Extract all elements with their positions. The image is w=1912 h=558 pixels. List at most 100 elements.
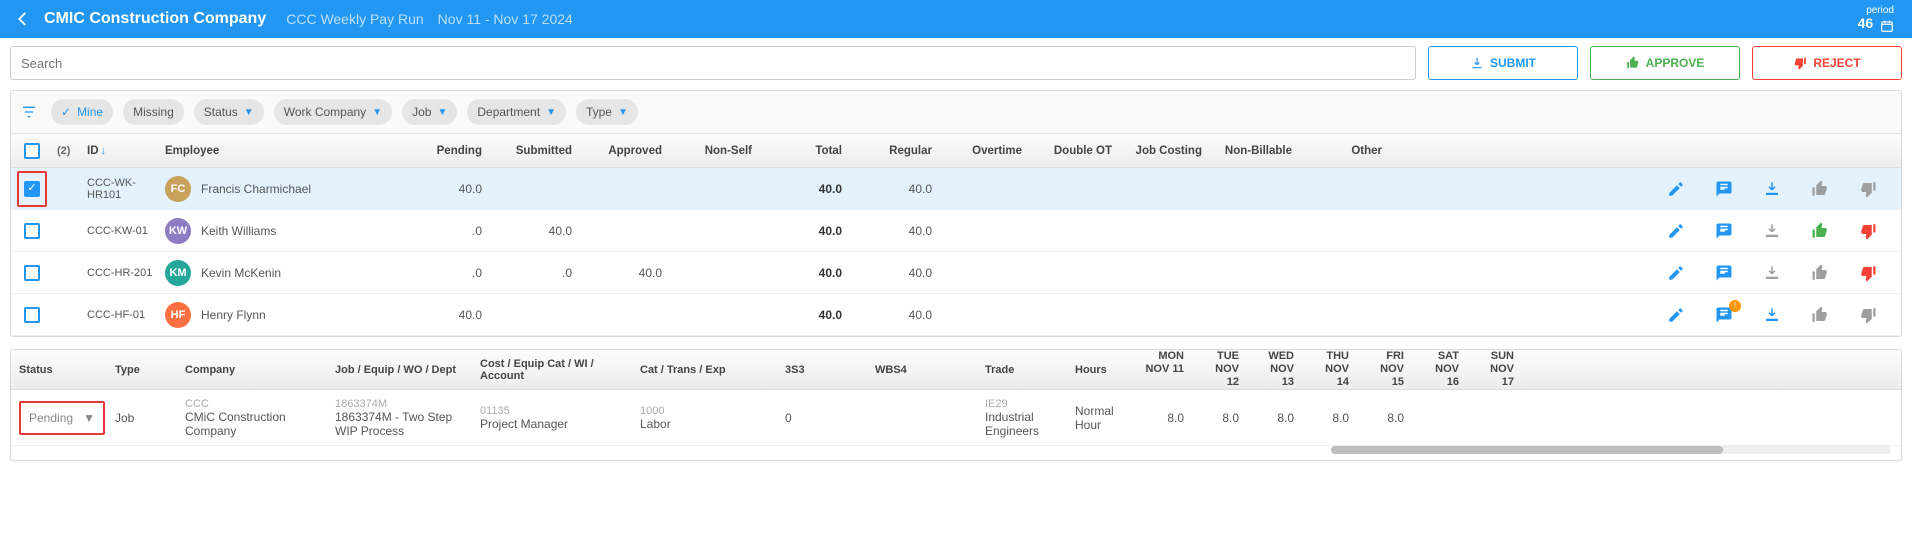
thumbs-up-icon[interactable] bbox=[1811, 222, 1829, 240]
col-submitted[interactable]: Submitted bbox=[486, 145, 576, 157]
row-checkbox[interactable] bbox=[24, 307, 40, 323]
chip-mine[interactable]: ✓Mine bbox=[51, 99, 113, 125]
submit-label: SUBMIT bbox=[1490, 56, 1536, 70]
edit-icon[interactable] bbox=[1667, 264, 1685, 282]
comment-icon[interactable] bbox=[1715, 180, 1733, 198]
approve-button[interactable]: APPROVE bbox=[1590, 46, 1740, 80]
row-regular: 40.0 bbox=[846, 266, 936, 280]
dcol-cost[interactable]: Cost / Equip Cat / WI / Account bbox=[472, 358, 632, 382]
table-row[interactable]: CCC-HF-01HFHenry Flynn40.040.040.0! bbox=[11, 294, 1901, 336]
col-regular[interactable]: Regular bbox=[846, 145, 936, 157]
download-icon[interactable] bbox=[1763, 222, 1781, 240]
filter-chip[interactable]: Status▼ bbox=[194, 99, 264, 125]
day-value[interactable] bbox=[1412, 411, 1467, 425]
col-doubleot[interactable]: Double OT bbox=[1026, 145, 1116, 157]
dcol-trade[interactable]: Trade bbox=[977, 364, 1067, 376]
filter-chip[interactable]: Missing bbox=[123, 99, 184, 125]
day-value[interactable] bbox=[1467, 411, 1522, 425]
search-input[interactable] bbox=[10, 46, 1416, 80]
dcol-hours[interactable]: Hours bbox=[1067, 364, 1137, 376]
dcol-type[interactable]: Type bbox=[107, 364, 177, 376]
download-icon[interactable] bbox=[1763, 264, 1781, 282]
day-value[interactable]: 8.0 bbox=[1302, 411, 1357, 425]
row-id: CCC-KW-01 bbox=[83, 225, 161, 237]
edit-icon[interactable] bbox=[1667, 222, 1685, 240]
detail-cost: 01135 Project Manager bbox=[472, 405, 632, 431]
col-jobcosting[interactable]: Job Costing bbox=[1116, 145, 1206, 157]
row-checkbox[interactable] bbox=[24, 181, 40, 197]
thumbs-up-icon[interactable] bbox=[1811, 306, 1829, 324]
thumbs-up-icon[interactable] bbox=[1811, 180, 1829, 198]
detail-s3: 0 bbox=[777, 411, 867, 425]
day-header[interactable]: SUNNOV 17 bbox=[1467, 350, 1522, 390]
caret-down-icon: ▼ bbox=[546, 107, 556, 118]
dcol-wbs4[interactable]: WBS4 bbox=[867, 364, 977, 376]
period-indicator[interactable]: period 46 bbox=[1858, 5, 1900, 32]
row-checkbox[interactable] bbox=[24, 223, 40, 239]
thumbs-down-icon[interactable] bbox=[1859, 222, 1877, 240]
dcol-job[interactable]: Job / Equip / WO / Dept bbox=[327, 364, 472, 376]
thumbs-down-icon[interactable] bbox=[1859, 306, 1877, 324]
day-header[interactable]: THUNOV 14 bbox=[1302, 350, 1357, 390]
col-approved[interactable]: Approved bbox=[576, 145, 666, 157]
back-arrow-icon[interactable] bbox=[12, 8, 34, 30]
table-row[interactable]: CCC-KW-01KWKeith Williams.040.040.040.0 bbox=[11, 210, 1901, 252]
thumbs-down-icon[interactable] bbox=[1859, 264, 1877, 282]
filter-chip[interactable]: Department▼ bbox=[467, 99, 566, 125]
detail-header: Status Type Company Job / Equip / WO / D… bbox=[11, 350, 1901, 390]
filter-chip[interactable]: Type▼ bbox=[576, 99, 638, 125]
col-id[interactable]: ID↓ bbox=[83, 145, 161, 157]
col-pending[interactable]: Pending bbox=[396, 145, 486, 157]
edit-icon[interactable] bbox=[1667, 306, 1685, 324]
col-employee[interactable]: Employee bbox=[161, 145, 396, 157]
detail-company: CCC CMiC Construction Company bbox=[177, 398, 327, 438]
status-value: Pending bbox=[29, 411, 73, 425]
row-checkbox[interactable] bbox=[24, 265, 40, 281]
day-value[interactable]: 8.0 bbox=[1192, 411, 1247, 425]
row-total: 40.0 bbox=[756, 266, 846, 280]
day-value[interactable]: 8.0 bbox=[1357, 411, 1412, 425]
select-all-checkbox[interactable] bbox=[24, 143, 40, 159]
comment-icon[interactable]: ! bbox=[1715, 306, 1733, 324]
col-nonself[interactable]: Non-Self bbox=[666, 145, 756, 157]
row-id: CCC-HF-01 bbox=[83, 309, 161, 321]
status-dropdown[interactable]: Pending ▼ bbox=[19, 401, 105, 435]
col-total[interactable]: Total bbox=[756, 145, 846, 157]
detail-row[interactable]: Pending ▼ Job CCC CMiC Construction Comp… bbox=[11, 390, 1901, 446]
day-header[interactable]: WEDNOV 13 bbox=[1247, 350, 1302, 390]
row-pending: .0 bbox=[396, 266, 486, 280]
day-header[interactable]: FRINOV 15 bbox=[1357, 350, 1412, 390]
row-id: CCC-WK-HR101 bbox=[83, 177, 161, 201]
submit-button[interactable]: SUBMIT bbox=[1428, 46, 1578, 80]
dcol-cat[interactable]: Cat / Trans / Exp bbox=[632, 364, 777, 376]
col-other[interactable]: Other bbox=[1296, 145, 1386, 157]
download-icon[interactable] bbox=[1763, 306, 1781, 324]
filter-icon[interactable] bbox=[21, 104, 41, 120]
detail-trade: IE29 Industrial Engineers bbox=[977, 398, 1067, 438]
dcol-company[interactable]: Company bbox=[177, 364, 327, 376]
table-row[interactable]: CCC-HR-201KMKevin McKenin.0.040.040.040.… bbox=[11, 252, 1901, 294]
dcol-status[interactable]: Status bbox=[11, 364, 107, 376]
comment-icon[interactable] bbox=[1715, 222, 1733, 240]
filter-chip[interactable]: Work Company▼ bbox=[274, 99, 392, 125]
row-employee: FCFrancis Charmichael bbox=[161, 176, 396, 202]
thumbs-down-icon[interactable] bbox=[1859, 180, 1877, 198]
row-approved: 40.0 bbox=[576, 266, 666, 280]
day-value[interactable]: 8.0 bbox=[1247, 411, 1302, 425]
horizontal-scrollbar[interactable] bbox=[1331, 446, 1891, 454]
dcol-s3[interactable]: 3S3 bbox=[777, 364, 867, 376]
download-icon[interactable] bbox=[1763, 180, 1781, 198]
filter-chip[interactable]: Job▼ bbox=[402, 99, 457, 125]
edit-icon[interactable] bbox=[1667, 180, 1685, 198]
table-row[interactable]: CCC-WK-HR101FCFrancis Charmichael40.040.… bbox=[11, 168, 1901, 210]
thumbs-up-icon[interactable] bbox=[1811, 264, 1829, 282]
day-header[interactable]: MONNOV 11 bbox=[1137, 350, 1192, 390]
day-header[interactable]: TUENOV 12 bbox=[1192, 350, 1247, 390]
calendar-icon bbox=[1880, 19, 1894, 33]
day-header[interactable]: SATNOV 16 bbox=[1412, 350, 1467, 390]
reject-button[interactable]: REJECT bbox=[1752, 46, 1902, 80]
col-overtime[interactable]: Overtime bbox=[936, 145, 1026, 157]
day-value[interactable]: 8.0 bbox=[1137, 411, 1192, 425]
comment-icon[interactable] bbox=[1715, 264, 1733, 282]
col-nonbillable[interactable]: Non-Billable bbox=[1206, 145, 1296, 157]
